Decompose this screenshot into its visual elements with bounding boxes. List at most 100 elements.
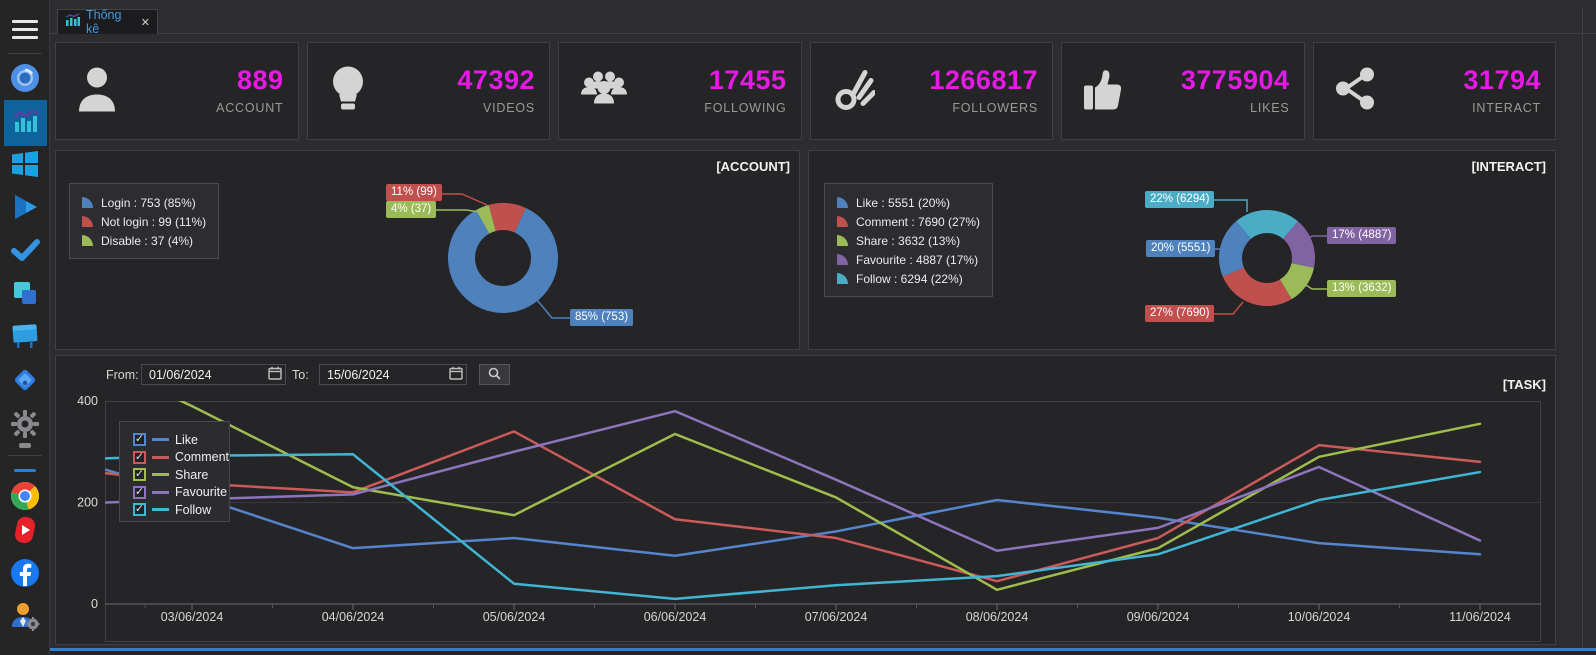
sidebar-item-facebook[interactable]: [7, 555, 43, 591]
sidebar-item-diamond[interactable]: [7, 362, 43, 398]
legend-swatch: [82, 216, 93, 227]
sidebar-item-windows[interactable]: [7, 146, 43, 182]
group-icon: [579, 68, 629, 115]
menu-icon[interactable]: [12, 20, 38, 44]
person-icon: [76, 66, 118, 117]
chromium-browser-icon: [9, 62, 41, 94]
sidebar-item-layers[interactable]: [7, 275, 43, 311]
sidebar-item-user-admin[interactable]: [7, 598, 43, 634]
tab-close-icon[interactable]: ✕: [140, 16, 150, 29]
chrome-icon: [10, 481, 40, 511]
series-line-swatch: [152, 490, 169, 494]
checkbox-checked-icon[interactable]: ✓: [133, 433, 146, 447]
sidebar-item-settings[interactable]: [7, 406, 43, 442]
from-date-input[interactable]: [141, 364, 286, 385]
tabrow-bottom-line: [50, 33, 1596, 34]
sidebar: [0, 0, 50, 655]
sidebar-item-todo-check[interactable]: [7, 232, 43, 268]
legend-swatch: [837, 273, 848, 284]
user-admin-icon: [10, 601, 40, 631]
tab-thong-ke[interactable]: Thống kê ✕: [57, 8, 158, 36]
sidebar-divider: [8, 53, 42, 54]
calendar-icon[interactable]: [448, 366, 464, 383]
to-date-input[interactable]: [319, 364, 467, 385]
x-axis-tick-label: 04/06/2024: [322, 610, 385, 624]
statistics-icon: [11, 106, 41, 141]
stat-label: FOLLOWERS: [952, 101, 1038, 115]
line-series-comment: [105, 430, 1482, 583]
legend-toggle-follow[interactable]: ✓ Follow: [133, 502, 212, 517]
stat-label: FOLLOWING: [704, 101, 787, 115]
diamond-icon: [10, 365, 40, 395]
x-axis-tick-label: 08/06/2024: [966, 610, 1029, 624]
legend-toggle-like[interactable]: ✓ Like: [133, 432, 198, 447]
sidebar-item-media-play[interactable]: [7, 189, 43, 225]
sidebar-item-youtube-shorts[interactable]: [7, 512, 43, 548]
line-series-favourite: [105, 409, 1482, 552]
callout-disable: 4% (37): [386, 201, 437, 218]
stat-value: 3775904: [1180, 65, 1290, 95]
interact-legend: Like : 5551 (20%) Comment : 7690 (27%) S…: [824, 183, 994, 297]
sidebar-divider: [8, 455, 42, 456]
callout-login: 85% (753): [570, 309, 634, 326]
facebook-icon: [10, 558, 40, 588]
donut-slice-follow: [1236, 209, 1298, 239]
stat-card-interact: 31794 INTERACT: [1312, 42, 1556, 140]
search-button[interactable]: [479, 364, 510, 385]
series-line-swatch: [152, 438, 169, 442]
legend-item: Follow : 6294 (22%): [837, 269, 980, 288]
legend-toggle-favourite[interactable]: ✓ Favourite: [133, 485, 228, 500]
layers-icon: [10, 278, 40, 308]
callout-like: 20% (5551): [1146, 240, 1216, 257]
checkbox-checked-icon[interactable]: ✓: [133, 503, 146, 517]
line-series-like: [105, 468, 1482, 558]
sidebar-item-whiteboard[interactable]: [7, 318, 43, 354]
sidebar-item-chrome[interactable]: [7, 478, 43, 514]
bottom-strip: [0, 651, 1596, 655]
bottom-accent-line: [0, 648, 1596, 651]
media-play-icon: [10, 192, 40, 222]
line-series-share: [178, 401, 1482, 592]
chart-tab-icon: [65, 13, 80, 31]
legend-swatch: [837, 254, 848, 265]
account-panel: [ACCOUNT] Login : 753 (85%) Not login : …: [55, 150, 800, 350]
line-series-follow: [105, 453, 1482, 601]
series-line-swatch: [152, 473, 169, 477]
task-line-chart: 0 200 400 03/06/2024 04/06/2024 05/06/2024 06/…: [77, 395, 1541, 642]
sidebar-item-statistics[interactable]: [4, 100, 47, 146]
to-label: To:: [292, 368, 309, 382]
y-axis-tick-label: 400: [77, 395, 98, 408]
task-legend: ✓ Like ✓ Comment ✓ Share ✓ Favourite ✓ Follow: [119, 421, 230, 522]
checkbox-checked-icon[interactable]: ✓: [133, 468, 146, 482]
sidebar-item-chromium-browser[interactable]: [7, 60, 43, 96]
thumbs-up-icon: [1082, 66, 1122, 117]
donut-slice-login: [448, 207, 558, 313]
stat-card-likes: 3775904 LIKES: [1061, 42, 1305, 140]
whiteboard-icon: [10, 321, 40, 351]
legend-toggle-share[interactable]: ✓ Share: [133, 467, 209, 482]
legend-swatch: [837, 235, 848, 246]
legend-swatch: [82, 235, 93, 246]
plot-border: [105, 401, 1541, 642]
stat-label: INTERACT: [1472, 101, 1541, 115]
stat-card-following: 17455 FOLLOWING: [558, 42, 802, 140]
calendar-icon[interactable]: [267, 366, 283, 383]
checkbox-checked-icon[interactable]: ✓: [133, 450, 146, 464]
legend-item: Like : 5551 (20%): [837, 193, 980, 212]
legend-item: Comment : 7690 (27%): [837, 212, 980, 231]
interact-donut-chart: [1219, 209, 1315, 306]
donut-slice-disable: [476, 204, 496, 234]
donut-slice-like: [1219, 221, 1251, 277]
legend-item: Share : 3632 (13%): [837, 231, 980, 250]
legend-swatch: [82, 197, 93, 208]
stat-card-account: 889 ACCOUNT: [55, 42, 299, 140]
partial-icon: [19, 443, 31, 448]
x-axis-tick-label: 11/06/2024: [1449, 610, 1511, 624]
legend-swatch: [837, 216, 848, 227]
stat-value: 31794: [1463, 65, 1541, 95]
legend-toggle-comment[interactable]: ✓ Comment: [133, 450, 229, 465]
checkbox-checked-icon[interactable]: ✓: [133, 485, 146, 499]
x-axis-tick-label: 05/06/2024: [483, 610, 546, 624]
from-label: From:: [106, 368, 139, 382]
